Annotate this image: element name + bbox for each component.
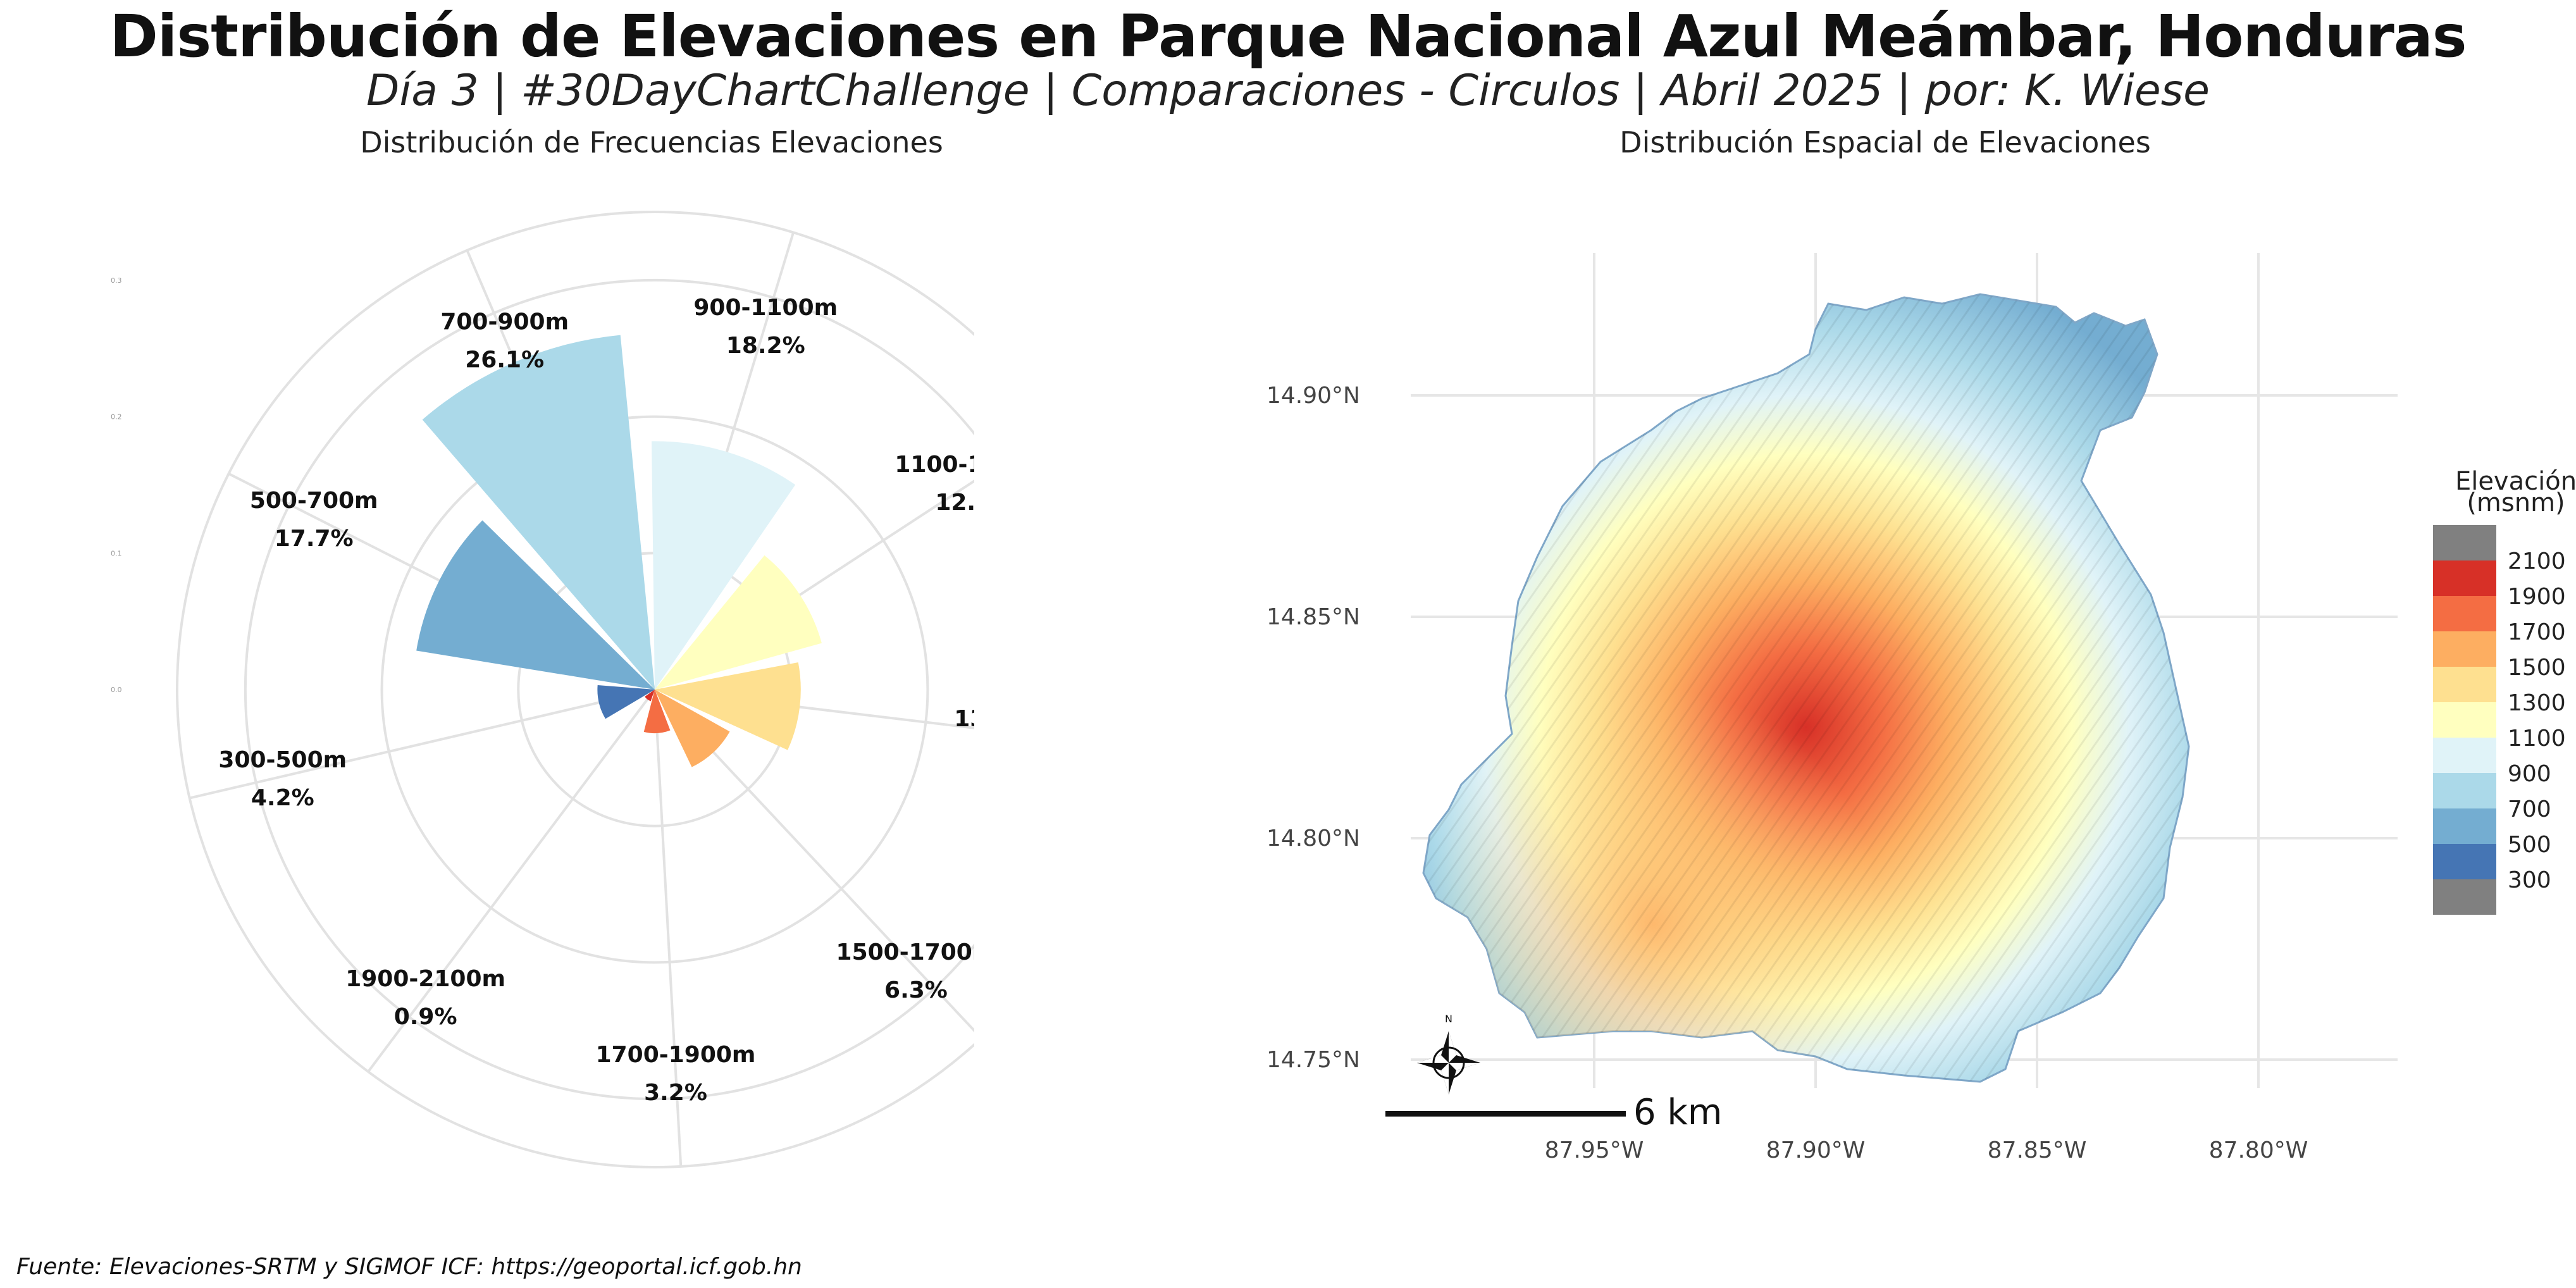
category-label: 1700-1900m [596, 1042, 756, 1068]
map-title: Distribución Espacial de Elevaciones [1619, 125, 2151, 159]
polar-bars [416, 335, 822, 767]
legend-title-line2: (msnm) [2467, 488, 2565, 517]
legend-swatch [2433, 844, 2496, 879]
radial-tick-label: 0.0 [111, 686, 122, 694]
legend-label: 2100 [2508, 548, 2566, 574]
polar-bar-chart: 300-500m 4.2% 500-700m 17.7% 700-900m 26.1% 90… [111, 211, 974, 1168]
legend-swatch [2433, 702, 2496, 738]
legend-swatch [2433, 631, 2496, 667]
polar-labels: 300-500m 4.2% 500-700m 17.7% 700-900m 26.1% 90… [218, 295, 974, 1106]
compass-icon [1417, 1031, 1480, 1094]
polar-bar-700-900m [422, 335, 655, 690]
polar-bar-900-1100m [651, 441, 796, 690]
legend-label: 700 [2508, 796, 2551, 822]
polar-bar-1700-1900m [643, 690, 671, 734]
polar-bar-1900-2100m [645, 690, 655, 702]
category-label: 1500-1700m [836, 939, 974, 965]
polar-bar-500-700m [416, 520, 655, 690]
radial-tick-label: 0.1 [111, 549, 122, 557]
elevation-legend: Elevación (msnm) 2100 1900 1700 1500 1300 110… [2433, 467, 2575, 915]
value-label: 18.2% [726, 333, 805, 359]
value-label: 6.3% [884, 977, 948, 1003]
value-label: 4.2% [251, 785, 314, 811]
map-tick-labels: 87.95°W 87.90°W 87.85°W 87.80°W 14.90°N 14.85… [1266, 383, 2308, 1163]
legend-label: 1700 [2508, 619, 2566, 645]
legend-swatch [2433, 808, 2496, 844]
polar-bar-1100-1300m [655, 555, 822, 690]
grid-spoke [367, 688, 656, 1073]
category-label: 1300-1500m [954, 706, 974, 732]
category-label: 700-900m [440, 309, 569, 335]
legend-swatch [2433, 525, 2496, 560]
north-label: N [1445, 1013, 1452, 1025]
polar-bar-1300-1500m [655, 662, 801, 750]
elevation-map: 87.95°W 87.90°W 87.85°W 87.80°W 14.90°N 14.85… [1266, 253, 2575, 1163]
y-tick-label: 14.90°N [1266, 383, 1360, 409]
y-tick-label: 14.80°N [1266, 826, 1360, 851]
legend-swatch [2433, 667, 2496, 702]
polar-bar-300-500m [597, 684, 655, 719]
legend-swatch [2433, 560, 2496, 596]
category-label: 300-500m [218, 747, 347, 773]
value-label: 12.7% [935, 490, 974, 516]
category-label: 1100-1300m [895, 452, 974, 478]
grid-circle [380, 415, 929, 964]
legend-swatch [2433, 596, 2496, 631]
legend-label: 500 [2508, 832, 2551, 858]
value-label: 3.2% [644, 1080, 707, 1106]
x-tick-label: 87.95°W [1545, 1137, 1644, 1163]
legend-swatch [2433, 738, 2496, 773]
north-arrow: N [1417, 1013, 1480, 1094]
park-boundary [1422, 293, 2190, 1083]
grid-spoke [189, 688, 655, 800]
scale-bar-label: 6 km [1633, 1092, 1722, 1133]
category-label: 500-700m [250, 488, 378, 514]
grid-circle [176, 211, 974, 1168]
legend-label: 1500 [2508, 655, 2566, 681]
y-tick-label: 14.75°N [1266, 1047, 1360, 1073]
polar-bar-1500-1700m [655, 690, 730, 767]
source-caption: Fuente: Elevaciones-SRTM y SIGMOF ICF: h… [16, 1254, 802, 1280]
legend-label: 1100 [2508, 726, 2566, 752]
x-tick-label: 87.80°W [2209, 1137, 2308, 1163]
category-label: 1900-2100m [345, 966, 505, 992]
category-label: 900-1100m [693, 295, 838, 321]
radial-tick-label: 0.2 [111, 413, 122, 421]
chart-title: Distribución de Elevaciones en Parque Na… [109, 3, 2467, 70]
chart-subtitle: Día 3 | #30DayChartChallenge | Comparaci… [366, 66, 2210, 116]
y-tick-label: 14.85°N [1266, 604, 1360, 630]
scale-bar: 6 km [1385, 1092, 1722, 1133]
grid-circle [244, 279, 974, 1100]
legend-title-line1: Elevación [2455, 467, 2575, 496]
x-tick-label: 87.90°W [1766, 1137, 1866, 1163]
polar-chart-title: Distribución de Frecuencias Elevaciones [360, 125, 943, 159]
value-label: 26.1% [465, 347, 544, 373]
value-label: 0.9% [394, 1004, 457, 1030]
grid-spoke [653, 689, 683, 1167]
radial-tick-label: 0.3 [111, 276, 122, 285]
legend-label: 1300 [2508, 690, 2566, 716]
legend-label: 900 [2508, 761, 2551, 787]
legend-label: 300 [2508, 867, 2551, 893]
legend-swatch [2433, 773, 2496, 808]
legend-swatch [2433, 879, 2496, 915]
x-tick-label: 87.85°W [1988, 1137, 2087, 1163]
value-label: 17.7% [275, 526, 354, 552]
polar-radial-ticks: 0.0 0.1 0.2 0.3 [111, 276, 122, 694]
legend-label: 1900 [2508, 584, 2566, 610]
